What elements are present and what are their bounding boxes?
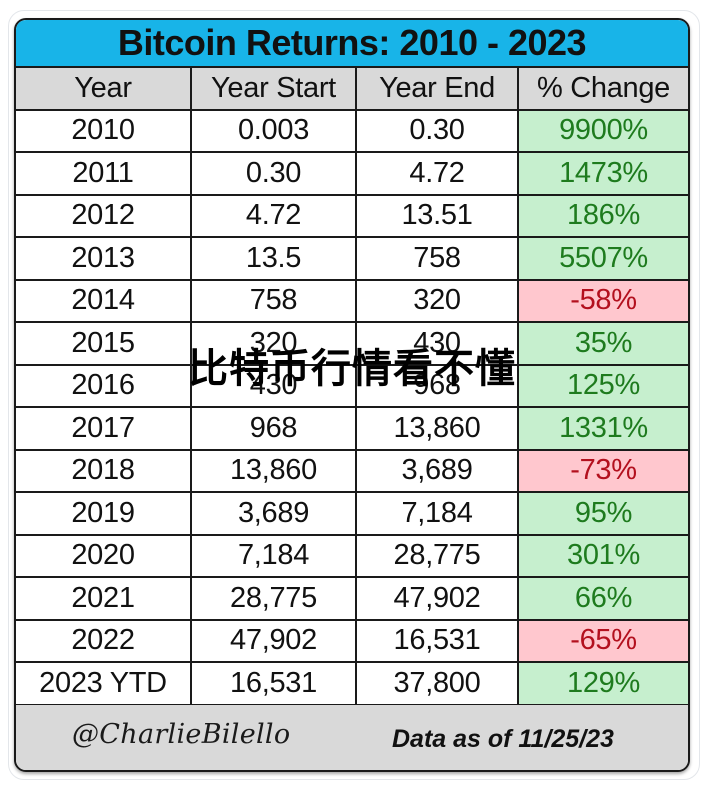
year-start-cell: 28,775 [192,578,357,619]
year-cell: 2020 [16,535,192,576]
column-header-year-end: Year End [357,68,519,109]
change-cell: 5507% [519,238,688,279]
table-row: 2010 0.003 0.30 9900% [16,110,688,153]
year-cell: 2019 [16,493,192,534]
year-start-cell: 968 [192,408,357,449]
table-row: 2014 758 320 -58% [16,280,688,323]
year-cell: 2010 [16,110,192,151]
column-header-change: % Change [536,71,671,104]
change-cell: -73% [519,450,688,491]
year-end-cell: 3,689 [357,450,519,491]
year-cell: 2016 [16,365,192,406]
year-cell: 2023 YTD [16,663,192,704]
table-grid: Year Year Start Year End % Change 2010 0.… [16,68,688,706]
year-end-cell: 47,902 [357,578,519,619]
year-cell: 2021 [16,578,192,619]
year-cell: 2018 [16,450,192,491]
year-cell: 2015 [16,323,192,364]
year-start-cell: 0.003 [192,110,357,151]
year-start-cell: 47,902 [192,620,357,661]
change-cell: 95% [519,493,688,534]
year-end-cell: 13.51 [357,195,519,236]
table-row: 2013 13.5 758 5507% [16,238,688,281]
year-start-cell: 7,184 [192,535,357,576]
year-start-cell: 13,860 [192,450,357,491]
year-end-cell: 28,775 [357,535,519,576]
table-row: 2015 320 430 35% [16,323,688,366]
change-cell: 1473% [519,153,688,194]
year-start-cell: 320 [192,323,357,364]
table-footer: @CharlieBilello Data as of 11/25/23 [16,705,688,770]
year-end-cell: 320 [357,280,519,321]
year-cell: 2022 [16,620,192,661]
table-row: 2021 28,775 47,902 66% [16,578,688,621]
change-cell: 9900% [519,110,688,151]
table-row: 2023 YTD 16,531 37,800 129% [16,663,688,706]
year-end-cell: 4.72 [357,153,519,194]
change-cell: 35% [519,323,688,364]
change-cell: 186% [519,195,688,236]
change-cell: -65% [519,620,688,661]
table-row: 2012 4.72 13.51 186% [16,195,688,238]
year-end-cell: 16,531 [357,620,519,661]
watermark-overlay: 比特币行情看不懂 [188,346,516,392]
table-row: 2011 0.30 4.72 1473% [16,153,688,196]
change-cell: 66% [519,578,688,619]
year-start-cell: 4.72 [192,195,357,236]
author-handle: @CharlieBilello [72,719,291,750]
year-start-cell: 13.5 [192,238,357,279]
column-header-year: Year [16,68,192,109]
header-row: Year Year Start Year End % Change [16,68,688,111]
year-start-cell: 430 [192,365,357,406]
year-end-cell: 37,800 [357,663,519,704]
change-cell: 1331% [519,408,688,449]
year-cell: 2017 [16,408,192,449]
year-start-cell: 0.30 [192,153,357,194]
column-header-year-start: Year Start [192,68,357,109]
table-row: 2016 430 968 125% [16,365,688,408]
change-cell: -58% [519,280,688,321]
year-cell: 2013 [16,238,192,279]
year-cell: 2014 [16,280,192,321]
year-start-cell: 16,531 [192,663,357,704]
year-end-cell: 13,860 [357,408,519,449]
change-cell: 129% [519,663,688,704]
data-as-of: Data as of 11/25/23 [392,725,614,753]
year-end-cell: 758 [357,238,519,279]
change-cell: 301% [519,535,688,576]
table-row: 2019 3,689 7,184 95% [16,493,688,536]
table-row: 2017 968 13,860 1331% [16,408,688,451]
year-end-cell: 7,184 [357,493,519,534]
year-end-cell: 0.30 [357,110,519,151]
change-cell: 125% [519,365,688,406]
year-end-cell: 968 [357,365,519,406]
year-end-cell: 430 [357,323,519,364]
table-row: 2018 13,860 3,689 -73% [16,450,688,493]
year-cell: 2011 [16,153,192,194]
table-row: 2020 7,184 28,775 301% [16,535,688,578]
year-start-cell: 758 [192,280,357,321]
returns-table: Bitcoin Returns: 2010 - 2023 Year Year S… [14,18,690,772]
table-row: 2022 47,902 16,531 -65% [16,620,688,663]
year-start-cell: 3,689 [192,493,357,534]
table-title: Bitcoin Returns: 2010 - 2023 [16,20,688,68]
year-cell: 2012 [16,195,192,236]
